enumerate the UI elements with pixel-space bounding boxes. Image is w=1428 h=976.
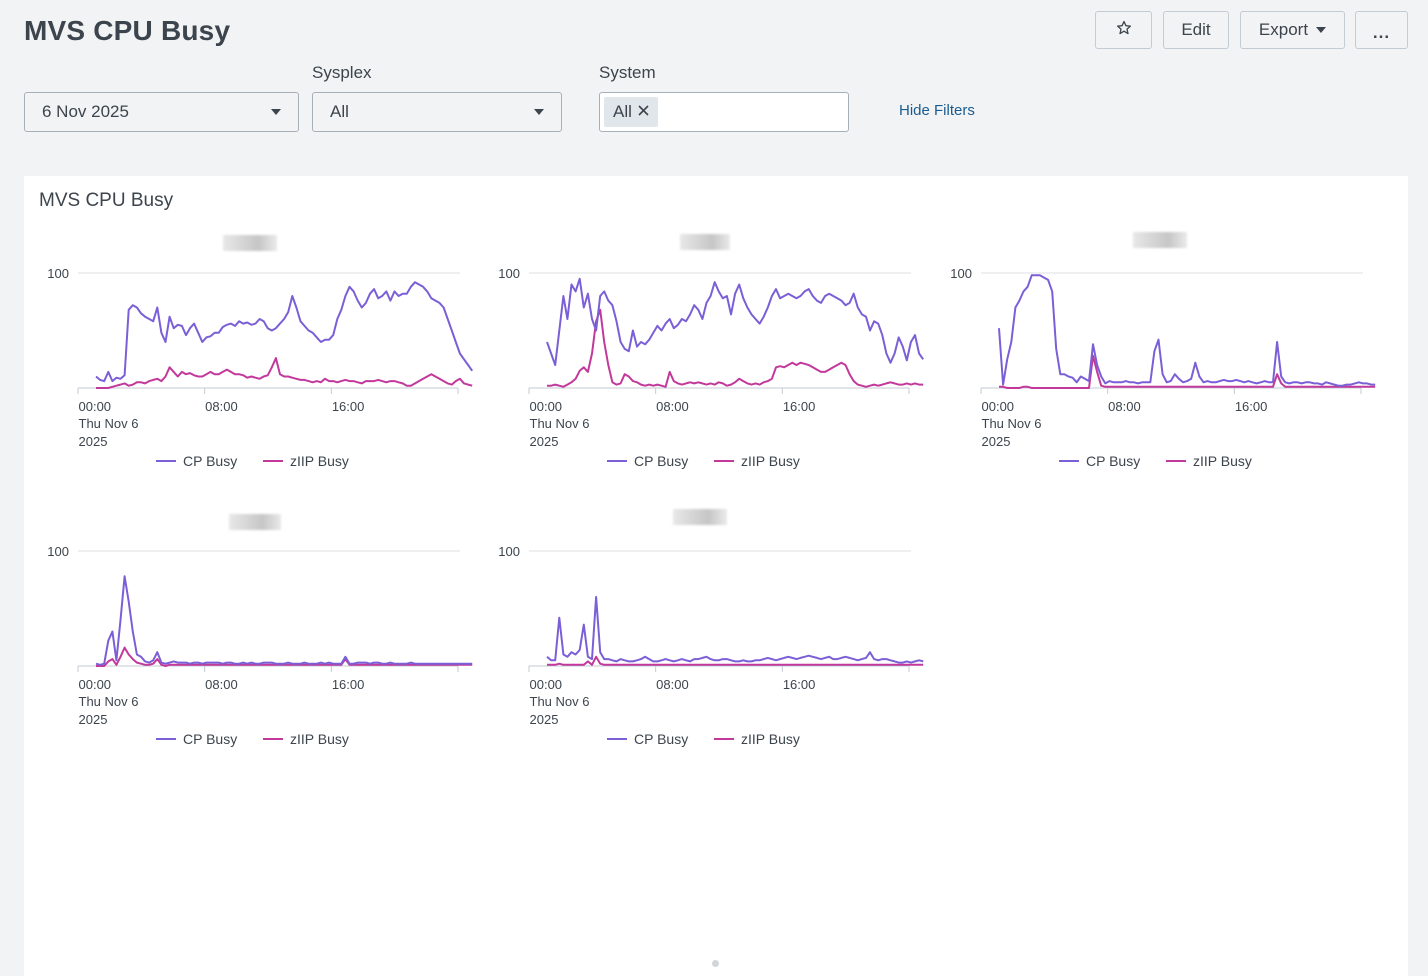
x-tick-label: 16:00: [1235, 399, 1268, 414]
series-line-cp-busy: [95, 575, 473, 666]
star-icon: [1116, 20, 1132, 41]
y-tick-label: 100: [47, 266, 69, 281]
x-tick-label: 08:00: [656, 677, 689, 692]
x-date-label: Thu Nov 6: [530, 416, 590, 431]
x-tick-label: 16:00: [332, 399, 365, 414]
x-date-label: Thu Nov 6: [79, 694, 139, 709]
x-year-label: 2025: [79, 434, 108, 449]
scroll-indicator[interactable]: [712, 960, 719, 967]
x-tick-label: 00:00: [530, 677, 563, 692]
series-line-cp-busy: [546, 596, 924, 664]
panel-title: MVS CPU Busy: [39, 190, 174, 211]
x-date-label: Thu Nov 6: [982, 416, 1042, 431]
date-value: 6 Nov 2025: [42, 102, 129, 121]
chart-2: 100 00:00 08:00 16:00 Thu Nov 6 2025 CP Busy zI…: [491, 228, 931, 488]
x-year-label: 2025: [530, 712, 559, 727]
legend-label: zIIP Busy: [741, 453, 800, 469]
series-line-ziip-busy: [96, 357, 473, 389]
chart-title-redacted: [673, 509, 727, 525]
x-tick-label: 08:00: [1108, 399, 1141, 414]
x-year-label: 2025: [79, 712, 108, 727]
legend-label: zIIP Busy: [290, 453, 349, 469]
chart-title-redacted: [680, 234, 730, 250]
chart-svg: 100 00:00 08:00 16:00 Thu Nov 6 2025 CP Busy zI…: [47, 266, 474, 469]
edit-button[interactable]: Edit: [1163, 11, 1229, 49]
chart-svg: 100 00:00 08:00 16:00 Thu Nov 6 2025 CP Busy zI…: [498, 544, 924, 747]
x-tick-label: 16:00: [783, 677, 816, 692]
x-tick-label: 08:00: [656, 399, 689, 414]
series-line-ziip-busy: [96, 646, 473, 667]
dashboard-panel: MVS CPU Busy: [24, 176, 1408, 976]
x-tick-label: 08:00: [205, 677, 238, 692]
legend-label: CP Busy: [183, 453, 237, 469]
legend-label: zIIP Busy: [741, 731, 800, 747]
date-picker[interactable]: 6 Nov 2025: [24, 92, 299, 132]
series-line-ziip-busy: [547, 308, 924, 388]
x-date-label: Thu Nov 6: [530, 694, 590, 709]
x-year-label: 2025: [982, 434, 1011, 449]
chart-5: 100 00:00 08:00 16:00 Thu Nov 6 2025 CP Busy zI…: [491, 506, 931, 766]
chart-svg: 100 00:00 08:00 16:00 Thu Nov 6 2025 CP Busy zI…: [47, 544, 473, 747]
x-tick-label: 16:00: [332, 677, 365, 692]
legend-label: CP Busy: [183, 731, 237, 747]
series-line-ziip-busy: [999, 354, 1376, 389]
chart-svg: 100 00:00 08:00 16:00 Thu Nov 6 2025 CP Busy zI…: [950, 266, 1376, 469]
system-multiselect[interactable]: All: [599, 92, 849, 132]
favorite-button[interactable]: [1095, 11, 1152, 49]
x-year-label: 2025: [530, 434, 559, 449]
sysplex-label: Sysplex: [312, 63, 372, 82]
x-tick-label: 16:00: [783, 399, 816, 414]
system-chip-label: All: [613, 102, 632, 121]
close-icon[interactable]: [638, 103, 649, 121]
y-tick-label: 100: [950, 266, 972, 281]
legend-label: CP Busy: [634, 731, 688, 747]
caret-down-icon: [271, 109, 281, 115]
export-label: Export: [1258, 20, 1309, 39]
export-button[interactable]: Export: [1240, 11, 1345, 49]
x-tick-label: 00:00: [79, 677, 112, 692]
chart-4: 100 00:00 08:00 16:00 Thu Nov 6 2025 CP Busy zI…: [40, 506, 480, 766]
system-chip: All: [604, 97, 658, 127]
x-date-label: Thu Nov 6: [79, 416, 139, 431]
x-tick-label: 00:00: [530, 399, 563, 414]
chart-1: 100 00:00 08:00 16:00 Thu Nov 6 2025 CP Busy zI…: [40, 228, 480, 488]
y-tick-label: 100: [498, 544, 520, 559]
chart-title-redacted: [229, 514, 281, 530]
legend-label: zIIP Busy: [290, 731, 349, 747]
y-tick-label: 100: [47, 544, 69, 559]
x-tick-label: 08:00: [205, 399, 238, 414]
y-tick-label: 100: [498, 266, 520, 281]
chart-title-redacted: [223, 235, 277, 251]
series-line-cp-busy: [95, 281, 474, 383]
series-line-cp-busy: [546, 277, 925, 366]
series-line-cp-busy: [998, 274, 1376, 387]
legend-label: CP Busy: [1086, 453, 1140, 469]
series-line-ziip-busy: [547, 655, 924, 666]
caret-down-icon: [1316, 27, 1327, 33]
x-tick-label: 00:00: [79, 399, 112, 414]
hide-filters-link[interactable]: Hide Filters: [899, 102, 975, 119]
chart-3: 100 00:00 08:00 16:00 Thu Nov 6 2025 CP Busy zI…: [943, 228, 1383, 488]
more-actions-button[interactable]: ...: [1355, 11, 1408, 49]
page-title: MVS CPU Busy: [24, 15, 231, 46]
legend-label: CP Busy: [634, 453, 688, 469]
caret-down-icon: [534, 109, 544, 115]
system-label: System: [599, 63, 656, 82]
chart-svg: 100 00:00 08:00 16:00 Thu Nov 6 2025 CP Busy zI…: [498, 266, 925, 469]
x-tick-label: 00:00: [982, 399, 1015, 414]
sysplex-dropdown[interactable]: All: [312, 92, 562, 132]
sysplex-value: All: [330, 102, 349, 121]
chart-title-redacted: [1133, 232, 1187, 248]
legend-label: zIIP Busy: [1193, 453, 1252, 469]
